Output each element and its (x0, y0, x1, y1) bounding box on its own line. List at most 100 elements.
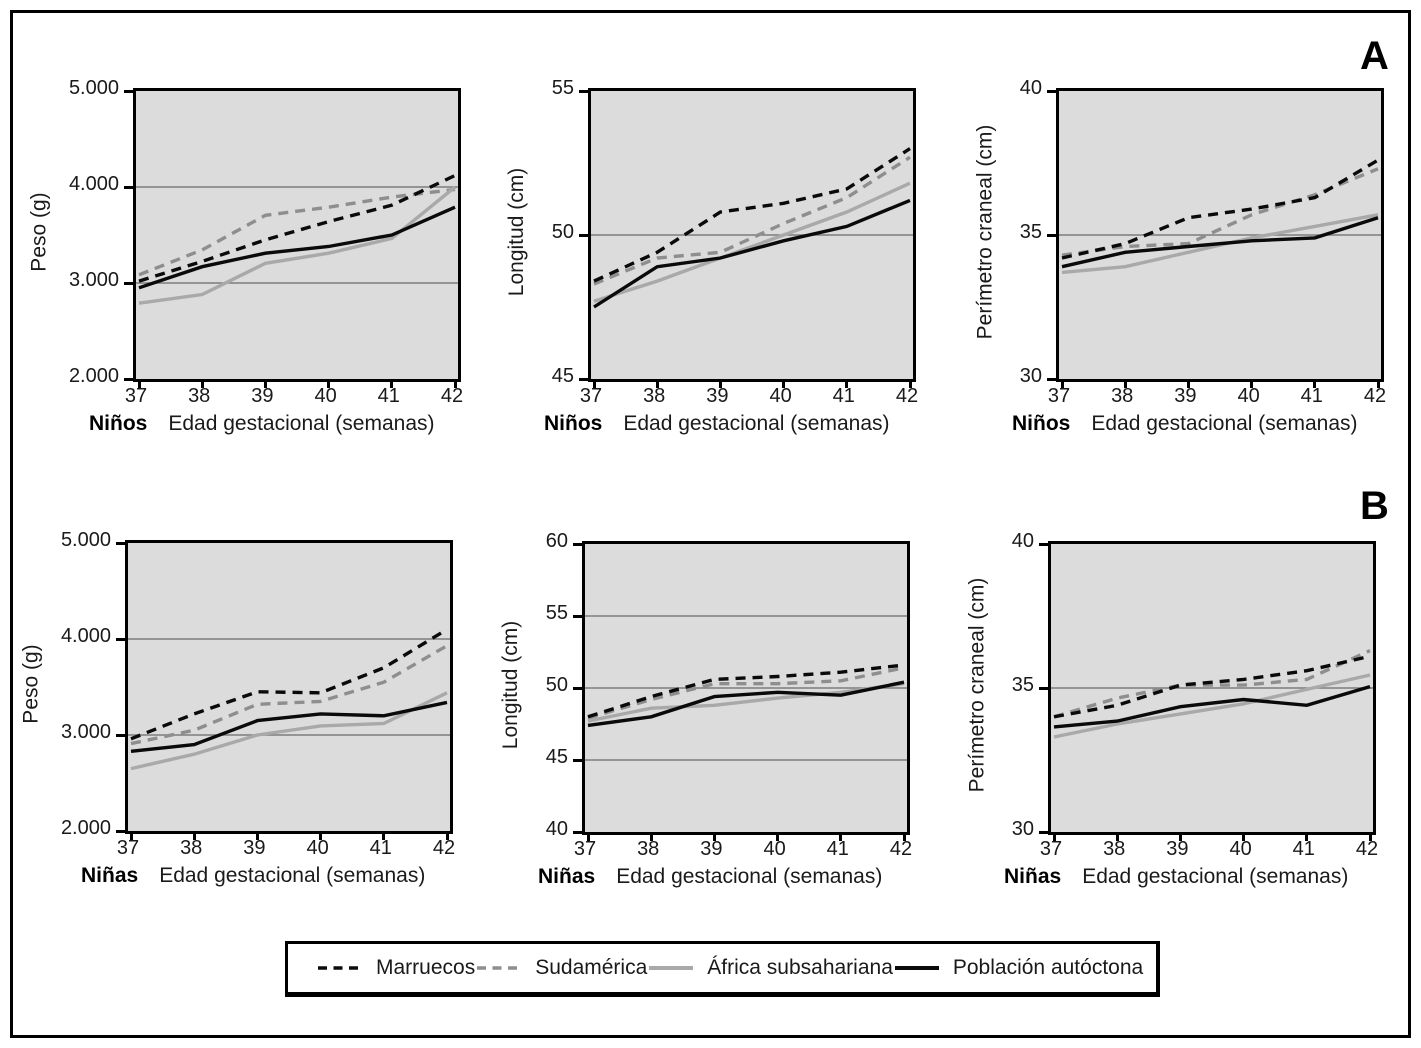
x-axis-caption: Niños Edad gestacional (semanas) (544, 412, 944, 436)
y-axis-tick (1047, 233, 1056, 237)
chart-longitud-ninas: Longitud (cm) 60 55 50 45 40 37 38 39 40 41 42 Ni… (499, 530, 912, 888)
series-line-marruecos (130, 627, 448, 741)
y-tick-label: 3.000 (68, 269, 119, 291)
chart-canvas (136, 173, 458, 305)
y-tick-label: 55 (551, 77, 574, 99)
y-tick-label: 40 (1011, 530, 1034, 552)
x-axis-tick (1250, 379, 1254, 388)
y-tick-label: 5.000 (60, 529, 111, 551)
x-tick-label: 38 (1111, 385, 1134, 407)
x-axis-tick (319, 831, 323, 840)
x-axis-tick (382, 831, 386, 840)
x-axis-tick (192, 831, 196, 840)
series-line-poblacion_autoctona (593, 198, 911, 309)
x-axis-tick (137, 379, 141, 388)
x-tick-label: 41 (377, 385, 400, 407)
x-tick-label: 40 (1237, 385, 1260, 407)
series-line-poblacion_autoctona (587, 680, 905, 728)
y-tick-label: 35 (1011, 674, 1034, 696)
x-axis-tick (390, 379, 394, 388)
group-label: Niñas (1004, 865, 1062, 888)
y-axis-title-text: Perímetro craneal (cm) (973, 124, 996, 340)
series-line-africa_subsahariana (1053, 673, 1371, 739)
y-axis-tick (116, 637, 125, 641)
y-axis-tick-labels: 60 55 50 45 40 (532, 530, 568, 840)
y-axis-title: Longitud (cm) (498, 541, 524, 829)
x-axis-tick (1123, 379, 1127, 388)
x-axis-tick (1052, 832, 1056, 841)
y-tick-label: 60 (545, 530, 568, 552)
series-line-africa_subsahariana (130, 691, 448, 771)
x-axis-tick (1313, 379, 1317, 388)
y-axis-tick-labels: 55 50 45 (538, 77, 574, 387)
group-label: Niños (544, 412, 603, 435)
x-axis-tick (782, 379, 786, 388)
series-line-poblacion_autoctona (1053, 684, 1371, 729)
x-tick-label: 38 (643, 385, 666, 407)
x-axis-tick (655, 379, 659, 388)
y-axis-tick (1039, 542, 1048, 546)
group-label: Niñas (538, 865, 596, 888)
x-axis-tick (908, 379, 912, 388)
y-tick-label: 50 (551, 221, 574, 243)
y-axis-tick-labels: 5.000 4.000 3.000 2.000 (55, 77, 119, 387)
gray-solid-line-icon (647, 962, 695, 974)
x-axis-caption: Niñas Edad gestacional (semanas) (1004, 865, 1404, 889)
y-tick-label: 50 (545, 674, 568, 696)
x-axis-tick (1376, 379, 1380, 388)
y-axis-tick (1047, 89, 1056, 93)
y-axis-tick (124, 281, 133, 285)
plot-area (124, 88, 461, 388)
x-tick-label: 41 (832, 385, 855, 407)
x-axis-caption: Niñas Edad gestacional (semanas) (81, 864, 481, 888)
group-label: Niñas (81, 864, 139, 887)
legend-label: Sudamérica (535, 956, 648, 979)
y-axis-title: Peso (g) (19, 540, 45, 828)
x-axis-title: Edad gestacional (semanas) (616, 865, 883, 888)
x-axis-tick-labels: 37 38 39 40 41 42 (574, 838, 912, 862)
x-axis-tick (592, 379, 596, 388)
x-axis-tick (845, 379, 849, 388)
x-axis-tick-labels: 37 38 39 40 41 42 (1048, 385, 1386, 409)
plot-area (116, 540, 453, 840)
series-line-africa_subsahariana (593, 181, 911, 303)
chart-canvas (128, 627, 450, 771)
x-tick-label: 42 (895, 385, 919, 407)
x-axis-caption: Niños Edad gestacional (semanas) (89, 412, 489, 436)
y-axis-tick (1047, 377, 1056, 381)
x-tick-label: 37 (573, 838, 597, 860)
y-tick-label: 5.000 (68, 77, 119, 99)
x-tick-label: 40 (763, 838, 786, 860)
black-dashed-line-icon (316, 962, 364, 974)
series-line-marruecos (1053, 654, 1371, 719)
x-axis-tick (1060, 379, 1064, 388)
x-axis-tick (1305, 832, 1309, 841)
series-line-africa_subsahariana (587, 682, 905, 723)
x-axis-tick (255, 831, 259, 840)
x-tick-label: 40 (306, 837, 329, 859)
y-axis-title: Longitud (cm) (504, 88, 530, 376)
y-axis-tick (1039, 686, 1048, 690)
y-tick-label: 55 (545, 602, 568, 624)
x-tick-label: 41 (369, 837, 392, 859)
x-axis-tick-labels: 37 38 39 40 41 42 (117, 837, 455, 861)
x-axis-tick (327, 379, 331, 388)
x-tick-label: 39 (700, 838, 723, 860)
x-tick-label: 37 (1047, 385, 1071, 407)
y-axis-tick (579, 233, 588, 237)
x-tick-label: 39 (1166, 838, 1189, 860)
y-tick-label: 40 (1019, 77, 1042, 99)
x-axis-tick (586, 832, 590, 841)
x-axis-title: Edad gestacional (semanas) (623, 412, 890, 435)
y-axis-tick (573, 614, 582, 618)
legend-label: África subsahariana (707, 956, 893, 979)
chart-perimetro-craneal-ninas: Perímetro craneal (cm) 40 35 30 37 38 39 40 41… (965, 530, 1378, 888)
x-tick-label: 39 (251, 385, 274, 407)
y-axis-tick (116, 829, 125, 833)
y-axis-tick-labels: 40 35 30 (1006, 77, 1042, 387)
y-tick-label: 30 (1019, 365, 1042, 387)
x-axis-tick (129, 831, 133, 840)
x-tick-label: 39 (1174, 385, 1197, 407)
y-tick-label: 40 (545, 818, 568, 840)
